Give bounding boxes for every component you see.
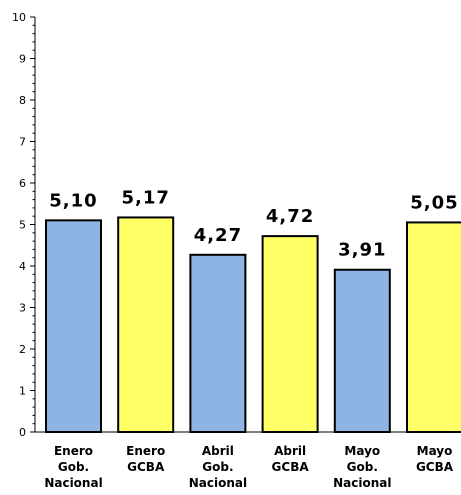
x-axis-tick-label: Gob. [58,460,89,474]
x-axis-tick-label: Gob. [202,460,233,474]
data-label: 5,17 [121,187,169,208]
x-axis-tick-label: Mayo [417,444,453,458]
x-axis-tick-label: GCBA [127,460,165,474]
x-axis-tick-label: Nacional [189,476,247,490]
x-axis-tick-label: GCBA [272,460,310,474]
x-axis-tick-label: Gob. [347,460,378,474]
bar [117,216,175,433]
data-label: 5,05 [410,192,458,213]
bar [261,235,319,433]
y-axis-tick-label: 1 [19,385,26,398]
x-axis-tick-label: Nacional [333,476,391,490]
data-label: 3,91 [338,240,386,261]
bar [45,219,102,433]
x-axis-tick-label: Enero [54,444,93,458]
y-axis-tick-label: 6 [19,177,26,190]
data-label: 4,27 [194,225,242,246]
x-axis-tick-label: Enero [126,444,165,458]
y-axis-tick-label: 2 [19,343,26,356]
bar [189,253,247,433]
x-axis-tick-label: Mayo [344,444,380,458]
y-axis-tick-label: 7 [19,136,26,149]
y-axis-tick-label: 8 [19,94,26,107]
data-label: 5,10 [49,190,97,211]
x-axis-tick-label: Nacional [44,476,102,490]
y-axis-tick-label: 9 [19,53,26,66]
bar [406,221,461,433]
x-axis-tick-label: Abril [274,444,306,458]
x-axis-tick-label: Abril [202,444,234,458]
y-axis-tick-label: 10 [12,11,26,24]
x-axis-tick-label: GCBA [416,460,454,474]
y-axis-tick-label: 5 [19,219,26,232]
data-label: 4,72 [266,206,314,227]
y-axis-tick-label: 4 [19,260,26,273]
bar [333,268,391,433]
y-axis-tick-label: 0 [19,426,26,439]
y-axis-tick-label: 3 [19,302,26,315]
